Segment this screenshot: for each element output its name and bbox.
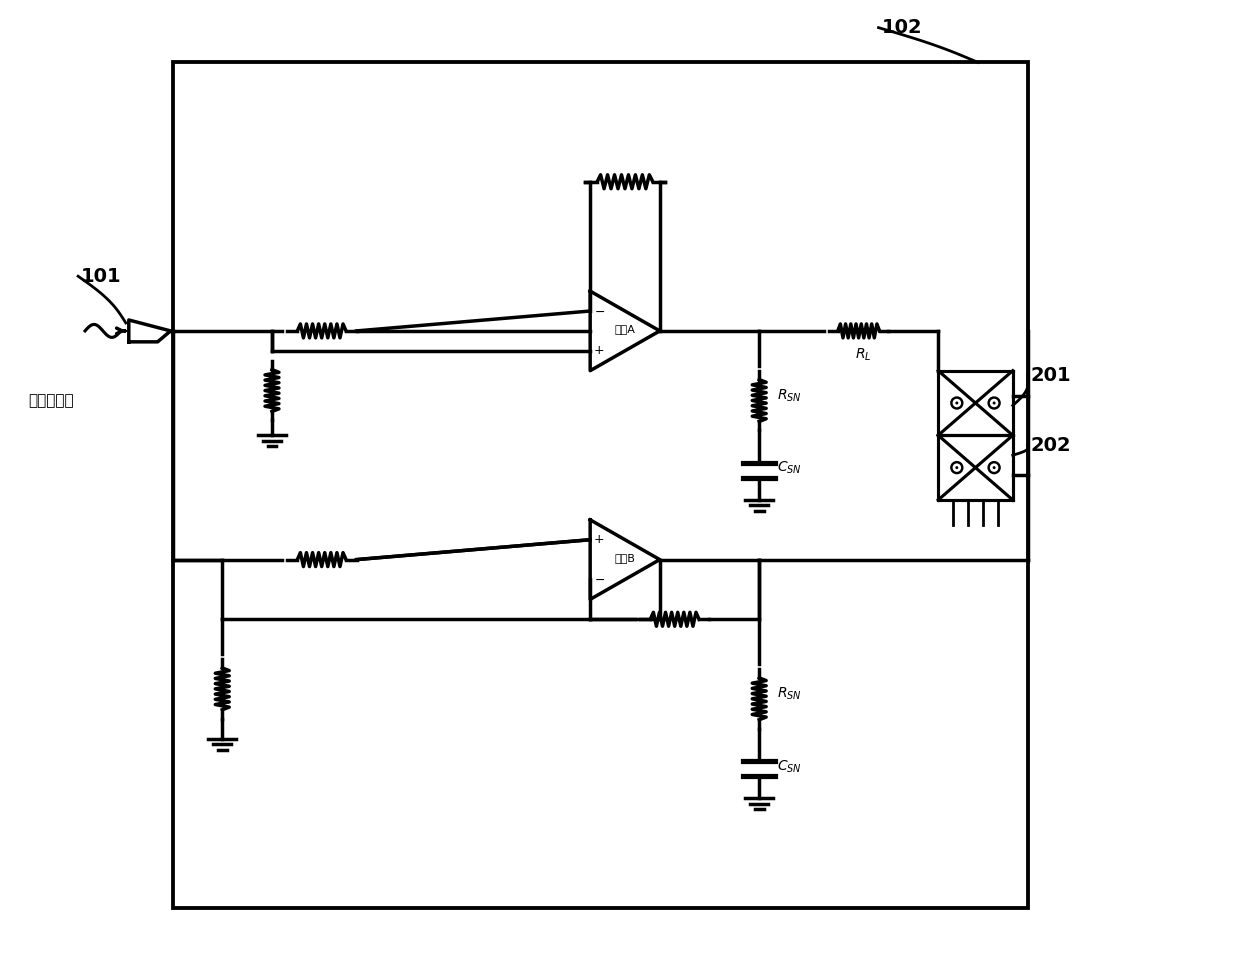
Text: $C_{SN}$: $C_{SN}$: [777, 759, 802, 774]
Text: 201: 201: [1030, 367, 1071, 385]
Text: 运放B: 运放B: [615, 553, 635, 563]
Text: 函数发生器: 函数发生器: [29, 393, 74, 408]
Text: $R_{SN}$: $R_{SN}$: [777, 387, 802, 404]
Text: 202: 202: [1030, 436, 1071, 455]
Text: $C_{SN}$: $C_{SN}$: [777, 460, 802, 476]
Text: $-$: $-$: [594, 573, 605, 586]
Text: $+$: $+$: [594, 344, 605, 358]
Circle shape: [993, 402, 996, 405]
Text: 102: 102: [882, 19, 923, 37]
Circle shape: [955, 402, 959, 405]
Text: 运放A: 运放A: [615, 324, 635, 334]
Text: $R_L$: $R_L$: [856, 347, 872, 364]
Text: $-$: $-$: [594, 305, 605, 318]
Text: $+$: $+$: [594, 533, 605, 546]
Bar: [172, 63, 1028, 907]
Text: $R_{SN}$: $R_{SN}$: [777, 686, 802, 702]
Circle shape: [955, 466, 959, 469]
Text: 101: 101: [81, 267, 122, 286]
Circle shape: [993, 466, 996, 469]
